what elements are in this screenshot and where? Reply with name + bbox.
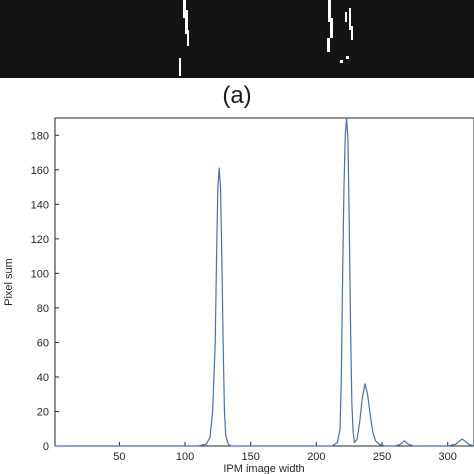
x-axis-title: IPM image width [223, 463, 304, 474]
y-tick-label: 80 [37, 303, 49, 315]
y-tick-label: 0 [43, 441, 49, 453]
lane-marking-pixel [179, 58, 181, 76]
x-tick-label: 100 [176, 451, 194, 463]
lane-marking-pixel [183, 0, 186, 18]
y-tick-label: 100 [31, 268, 49, 280]
lane-marking-pixel [187, 30, 189, 46]
lane-marking-pixel [328, 0, 331, 22]
y-tick-label: 140 [31, 199, 49, 211]
axis-ticks [55, 134, 449, 447]
tick-labels: 50 100 150 200 250 300 0 20 40 60 80 100 120 140 160 18… [31, 130, 457, 463]
x-tick-label: 50 [113, 451, 125, 463]
x-tick-label: 300 [439, 451, 457, 463]
y-tick-label: 40 [37, 372, 49, 384]
binary-image-background [0, 0, 474, 78]
plot-area [54, 117, 474, 447]
lane-marking-pixel [340, 60, 343, 63]
y-tick-label: 60 [37, 337, 49, 349]
y-tick-label: 160 [31, 165, 49, 177]
y-tick-label: 180 [31, 130, 49, 142]
series-line-pixel-sum [55, 117, 474, 447]
lane-marking-pixel [351, 26, 353, 40]
lane-marking-pixel [327, 38, 330, 52]
lane-marking-pixel [185, 10, 188, 34]
x-tick-label: 250 [373, 451, 391, 463]
panel-label: (a) [222, 82, 252, 109]
y-tick-label: 120 [31, 234, 49, 246]
binary-ipm-image [0, 0, 474, 78]
lane-marking-pixel [349, 8, 351, 30]
lane-marking-pixels [179, 0, 353, 76]
y-tick-label: 20 [37, 406, 49, 418]
lane-marking-pixel [330, 18, 333, 38]
y-axis-title: Pixel sum [3, 258, 15, 306]
lane-marking-pixel [346, 56, 349, 59]
x-tick-label: 200 [307, 451, 325, 463]
x-tick-label: 150 [242, 451, 260, 463]
lane-marking-pixel [345, 12, 347, 22]
